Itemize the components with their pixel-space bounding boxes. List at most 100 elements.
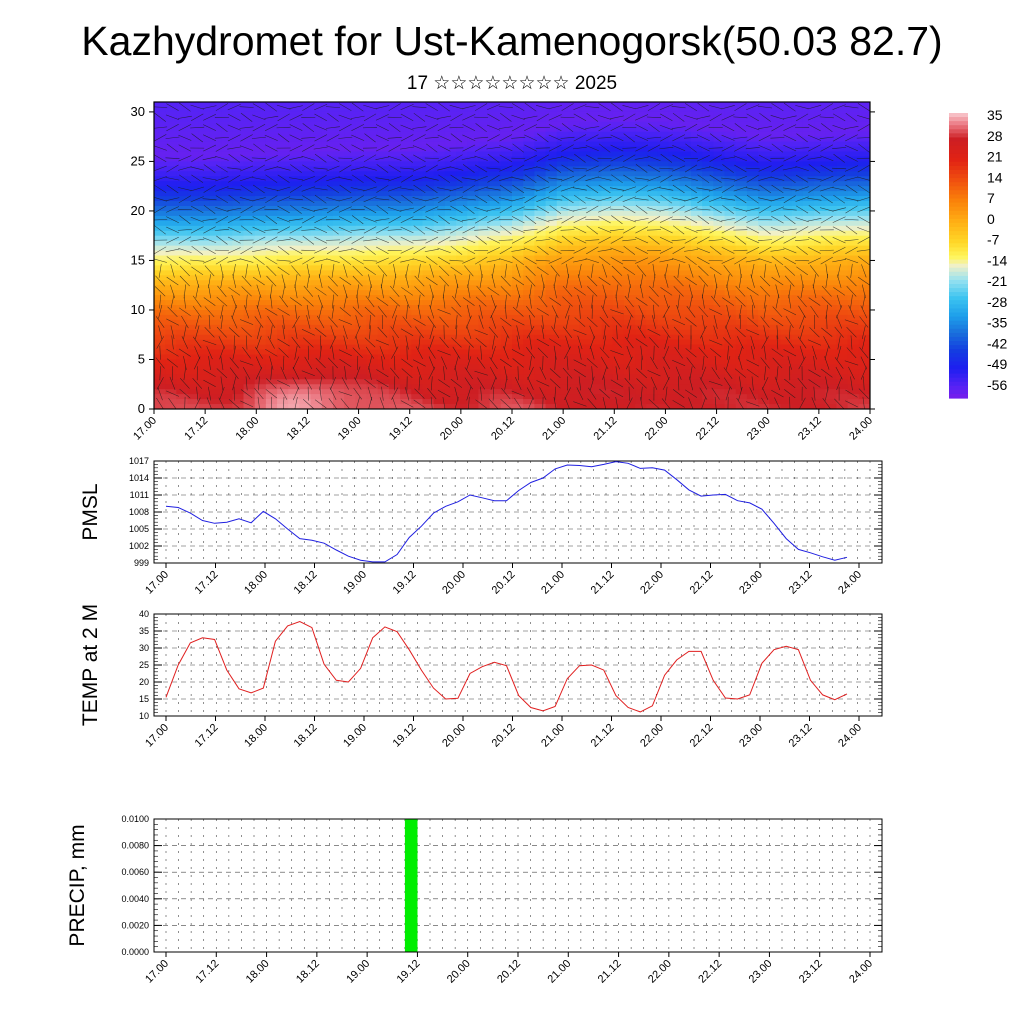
heatmap-cell: [545, 225, 558, 232]
wind-streak: [326, 176, 340, 182]
heatmap-cell: [154, 151, 166, 158]
heatmap-cell: [702, 210, 714, 217]
heatmap-cell: [232, 295, 245, 301]
heatmap-cell: [512, 191, 524, 197]
wind-streak: [454, 366, 459, 381]
heatmap-cell: [277, 131, 289, 138]
heatmap-cell: [433, 379, 446, 385]
heatmap-cell: [858, 106, 870, 113]
heatmap-cell: [746, 399, 759, 405]
heatmap-cell: [724, 305, 737, 311]
heatmap-cell: [333, 141, 345, 148]
heatmap-cell: [277, 176, 289, 182]
heatmap-cell: [657, 260, 670, 266]
heatmap-cell: [355, 319, 368, 326]
heatmap-cell: [825, 369, 838, 375]
heatmap-cell: [825, 176, 838, 182]
heatmap-cell: [668, 344, 681, 351]
heatmap-cell: [534, 404, 547, 409]
heatmap-cell: [858, 389, 870, 395]
heatmap-cell: [567, 260, 580, 266]
heatmap-cell: [802, 364, 815, 370]
wind-streak: [412, 106, 427, 108]
heatmap-cell: [299, 220, 312, 227]
heatmap-cell: [411, 146, 424, 153]
wind-streak: [154, 258, 167, 263]
wind-streak: [418, 376, 421, 391]
heatmap-cell: [243, 220, 256, 227]
heatmap-cell: [366, 334, 379, 341]
heatmap-cell: [769, 290, 782, 296]
heatmap-cell: [567, 384, 580, 390]
wind-streak: [412, 258, 427, 263]
heatmap-cell: [344, 324, 356, 331]
heatmap-cell: [221, 379, 233, 385]
heatmap-cell: [388, 324, 401, 331]
heatmap-cell: [691, 349, 703, 356]
heatmap-cell: [422, 201, 435, 207]
heatmap-cell: [512, 151, 524, 158]
heatmap-cell: [467, 280, 480, 286]
heatmap-cell: [758, 131, 770, 138]
heatmap-cell: [277, 255, 289, 262]
heatmap-cell: [735, 225, 748, 232]
heatmap-cell: [635, 309, 647, 316]
heatmap-cell: [411, 354, 424, 361]
heatmap-cell: [534, 319, 547, 326]
heatmap-cell: [422, 290, 435, 296]
heatmap-cell: [746, 344, 759, 351]
wind-streak: [429, 325, 434, 340]
wind-streak: [154, 184, 167, 193]
heatmap-cell: [209, 324, 222, 331]
heatmap-cell: [668, 116, 681, 123]
heatmap-cell: [534, 240, 547, 247]
wind-streak: [294, 345, 298, 360]
heatmap-cell: [288, 285, 301, 291]
heatmap-cell: [601, 215, 614, 222]
heatmap-cell: [209, 295, 222, 301]
heatmap-cell: [388, 106, 401, 113]
heatmap-cell: [691, 141, 703, 148]
heatmap-cell: [567, 285, 580, 291]
heatmap-cell: [780, 121, 793, 128]
heatmap-cell: [321, 176, 334, 182]
heatmap-cell: [366, 156, 379, 163]
wind-streak: [239, 165, 254, 172]
wind-streak: [352, 265, 363, 276]
heatmap-cell: [243, 349, 256, 356]
heatmap-cell: [780, 305, 793, 311]
wind-streak: [388, 215, 401, 224]
wind-streak: [227, 146, 242, 150]
wind-streak: [204, 327, 215, 338]
heatmap-cell: [825, 151, 838, 158]
heatmap-cell: [243, 186, 256, 192]
heatmap-cell: [713, 166, 726, 172]
heatmap-cell: [556, 205, 569, 212]
heatmap-cell: [668, 260, 681, 266]
heatmap-cell: [388, 389, 401, 395]
heatmap-cell: [579, 166, 591, 172]
wind-streak: [276, 126, 291, 129]
heatmap-cell: [221, 106, 233, 113]
heatmap-cell: [534, 235, 547, 242]
wind-streak: [437, 390, 451, 398]
heatmap-cell: [377, 339, 390, 346]
heatmap-cell: [836, 171, 849, 177]
heatmap-cell: [400, 106, 412, 113]
heatmap-cell: [321, 102, 334, 108]
heatmap-cell: [467, 191, 480, 197]
wind-streak: [363, 104, 377, 110]
heatmap-cell: [746, 354, 759, 361]
wind-streak: [165, 177, 180, 181]
heatmap-cell: [310, 394, 323, 400]
heatmap-cell: [232, 131, 245, 138]
heatmap-cell: [165, 364, 177, 370]
heatmap-cell: [635, 245, 647, 252]
wind-streak: [351, 102, 364, 112]
heatmap-cell: [265, 131, 278, 138]
wind-streak: [215, 176, 229, 182]
heatmap-cell: [579, 374, 591, 380]
heatmap-cell: [299, 309, 312, 316]
heatmap-cell: [590, 116, 603, 123]
heatmap-cell: [847, 186, 860, 192]
